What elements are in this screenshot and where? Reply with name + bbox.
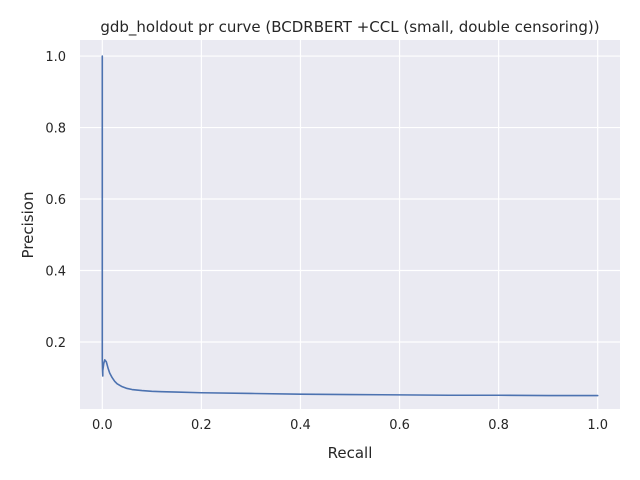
chart-title: gdb_holdout pr curve (BCDRBERT +CCL (sma…	[100, 18, 599, 37]
x-tick-label: 0.8	[488, 418, 509, 433]
y-tick-label: 0.4	[45, 265, 66, 280]
y-tick-label: 0.6	[45, 193, 66, 208]
x-tick-label: 1.0	[587, 418, 608, 433]
y-tick-label: 0.8	[45, 122, 66, 137]
series-layer	[101, 55, 599, 397]
y-tick-label: 1.0	[45, 50, 66, 65]
pr-curve-line	[101, 55, 599, 397]
y-axis-label: Precision	[19, 192, 37, 259]
y-tick-label: 0.2	[45, 336, 66, 351]
x-tick-label: 0.4	[290, 418, 311, 433]
x-tick-label: 0.6	[389, 418, 410, 433]
y-tick-labels: 0.2 0.4 0.6 0.8 1.0	[45, 50, 66, 351]
x-tick-labels: 0.0 0.2 0.4 0.6 0.8 1.0	[92, 418, 608, 433]
x-tick-label: 0.0	[92, 418, 113, 433]
plot-area	[80, 40, 620, 409]
x-tick-label: 0.2	[191, 418, 212, 433]
x-axis-label: Recall	[328, 444, 373, 462]
y-gridlines	[80, 55, 620, 343]
